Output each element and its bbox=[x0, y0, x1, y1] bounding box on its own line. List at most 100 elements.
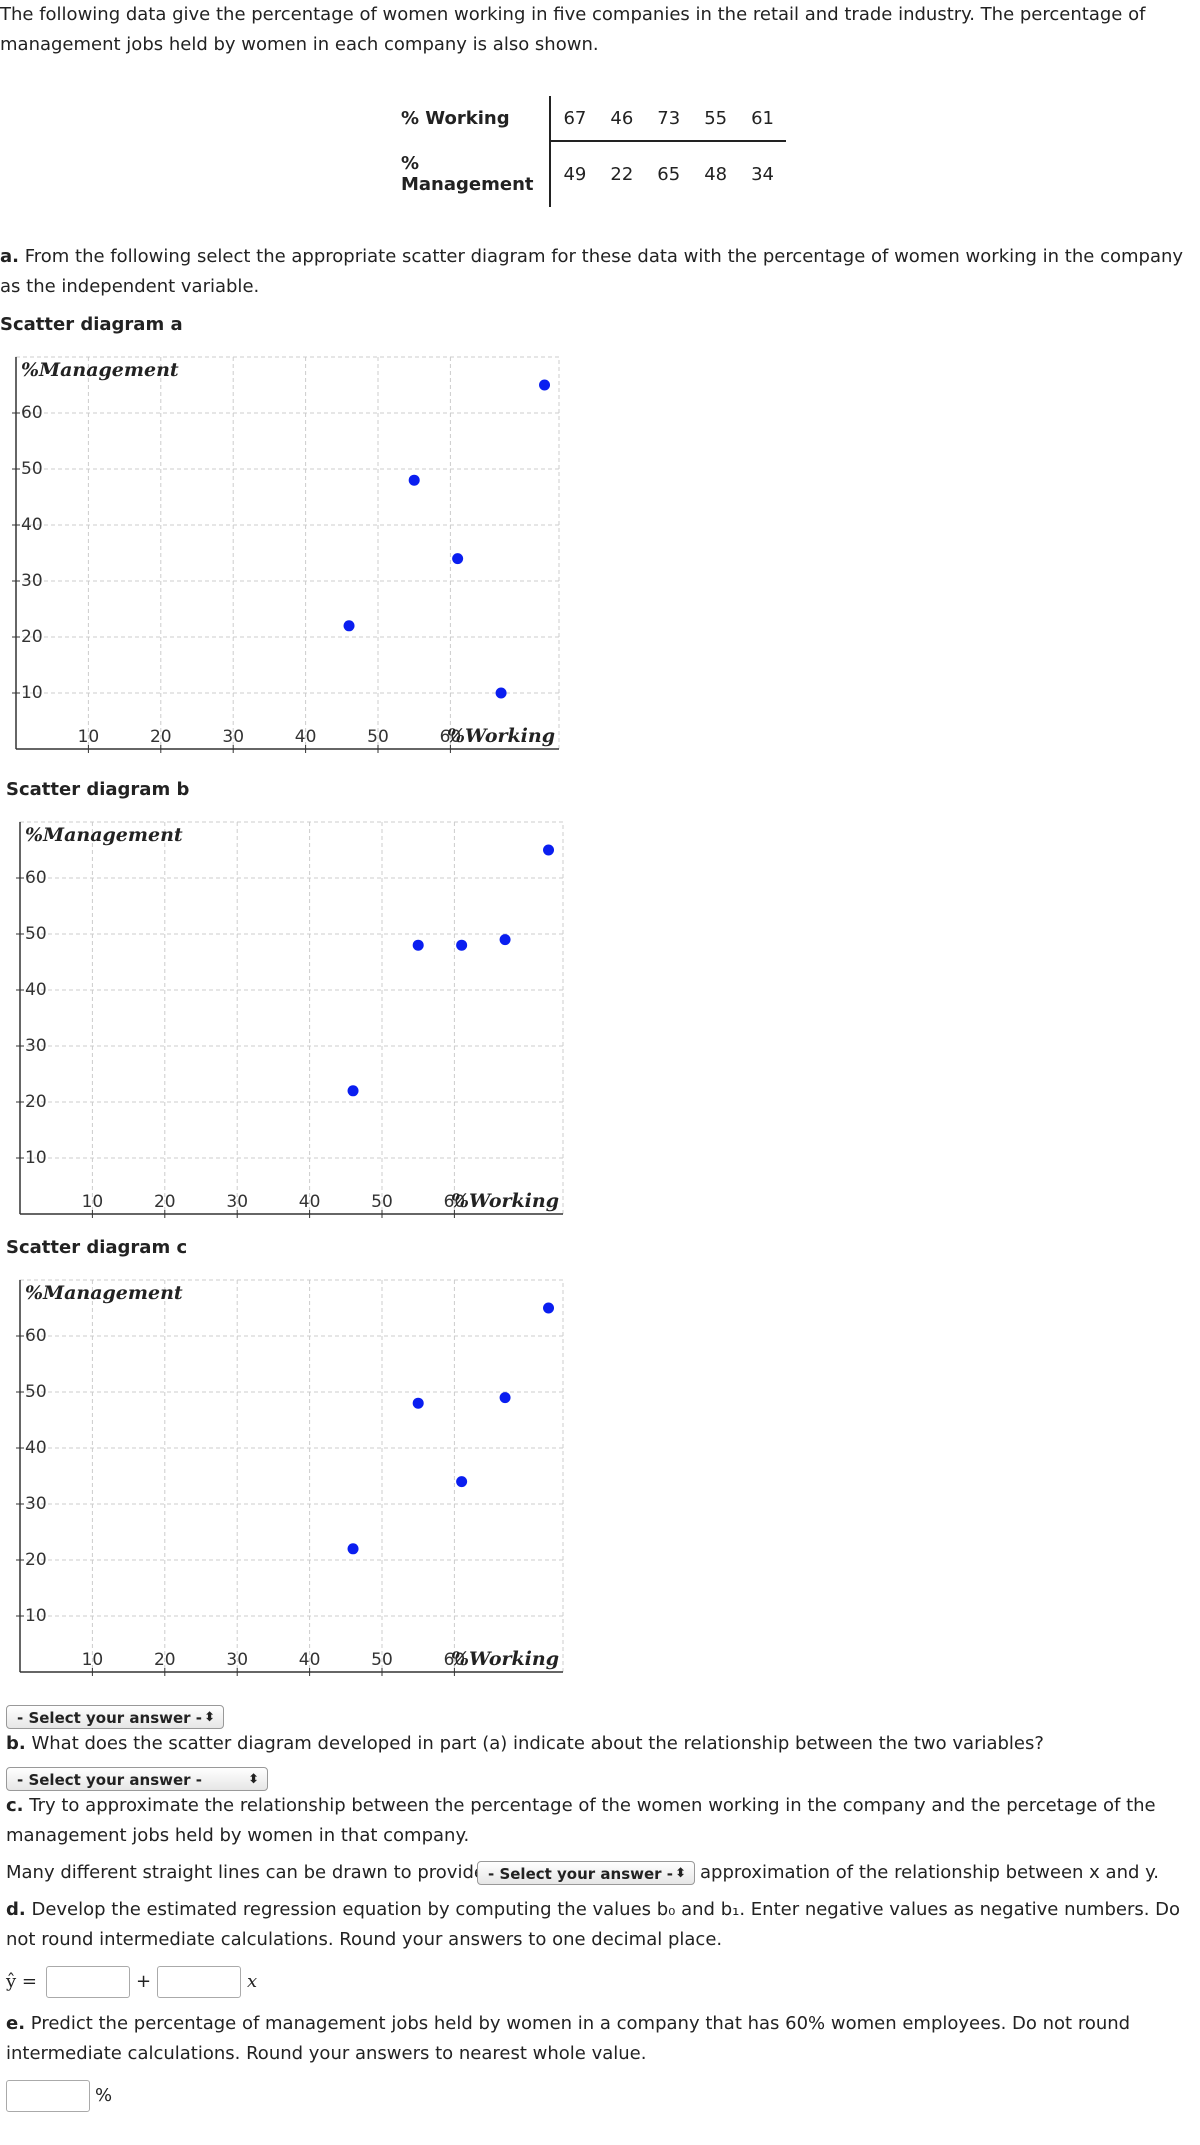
x-axis-label: %Working bbox=[451, 1190, 559, 1212]
y-tick-label: 50 bbox=[25, 924, 47, 944]
x-axis-label: %Working bbox=[447, 725, 555, 747]
x-tick-label: 20 bbox=[150, 727, 172, 747]
cell: 46 bbox=[598, 96, 646, 142]
answer-input[interactable] bbox=[6, 2080, 90, 2112]
point bbox=[543, 844, 555, 856]
y-tick-label: 20 bbox=[25, 1092, 47, 1112]
cell: 61 bbox=[739, 96, 787, 142]
cell: 49 bbox=[563, 164, 587, 185]
data-table: % Working 67 46 73 55 61% Management 49 22 65 48 3… bbox=[395, 96, 787, 207]
text: Try to approximate the relationship betw… bbox=[6, 1795, 1156, 1846]
plot-frame bbox=[15, 356, 560, 750]
point bbox=[456, 939, 468, 951]
part-c: c. Try to approximate the relationship b… bbox=[6, 1791, 1176, 1851]
row-label: % Working bbox=[395, 96, 552, 141]
point bbox=[408, 474, 420, 486]
sentence-before: Many different straight lines can be dra… bbox=[6, 1862, 502, 1883]
point bbox=[347, 1085, 359, 1097]
point bbox=[543, 1302, 555, 1314]
text: Develop the estimated regression equatio… bbox=[6, 1899, 1181, 1950]
part-a: a. From the following select the appropr… bbox=[0, 242, 1190, 302]
y-tick-label: 30 bbox=[25, 1036, 47, 1056]
plus: + bbox=[136, 1971, 152, 1992]
y-tick-label: 10 bbox=[25, 1606, 47, 1626]
y-tick-label: 20 bbox=[21, 627, 43, 647]
x-tick-label: 60 bbox=[440, 727, 462, 747]
y-tick-label: 60 bbox=[25, 1326, 47, 1346]
y-axis-label: %Management bbox=[25, 824, 183, 846]
x-tick-label: 40 bbox=[299, 1650, 321, 1670]
label: c. bbox=[6, 1795, 24, 1816]
y-axis-label: %Management bbox=[21, 359, 179, 381]
point bbox=[456, 1476, 468, 1488]
y-tick-label: 30 bbox=[21, 571, 43, 591]
y-tick-label: 60 bbox=[25, 868, 47, 888]
point bbox=[539, 379, 551, 391]
select[interactable]: - Select your answer - bbox=[6, 1705, 224, 1730]
select[interactable]: - Select your answer - bbox=[6, 1767, 268, 1792]
y-hat: ŷ = bbox=[6, 1971, 37, 1992]
y-tick-label: 40 bbox=[25, 1438, 47, 1458]
point bbox=[412, 939, 424, 951]
y-tick-label: 60 bbox=[21, 403, 43, 423]
cell: 22 bbox=[610, 164, 634, 185]
x-tick-label: 50 bbox=[367, 727, 389, 747]
text: Predict the percentage of management job… bbox=[6, 2013, 1131, 2064]
scatter-chart: 10 20 30 40 50 60 10 20 30 40 50 60 %Management %Work… bbox=[16, 1279, 564, 1676]
x-tick-label: 50 bbox=[371, 1192, 393, 1212]
x-var: x bbox=[247, 1971, 258, 1992]
x-tick-label: 10 bbox=[78, 727, 100, 747]
chart-title: Scatter diagram a bbox=[0, 314, 183, 335]
x-tick-label: 20 bbox=[154, 1192, 176, 1212]
select[interactable]: - Select your answer - bbox=[477, 1861, 695, 1886]
x-tick-label: 40 bbox=[299, 1192, 321, 1212]
part-d: d. Develop the estimated regression equa… bbox=[6, 1895, 1196, 1955]
row-label: % Management bbox=[395, 141, 552, 207]
cell: 48 bbox=[704, 164, 728, 185]
y-axis-label: %Management bbox=[25, 1282, 183, 1304]
y-tick-label: 40 bbox=[25, 980, 47, 1000]
intro: The following data give the percentage o… bbox=[0, 4, 1146, 55]
text: What does the scatter diagram developed … bbox=[31, 1733, 1044, 1754]
table-row: % Working 67 46 73 55 61 bbox=[395, 96, 787, 142]
y-tick-label: 50 bbox=[21, 459, 43, 479]
cell: 55 bbox=[692, 96, 740, 142]
scatter-chart: 10 20 30 40 50 60 10 20 30 40 50 60 %Management %Work… bbox=[12, 356, 560, 753]
point bbox=[452, 553, 464, 565]
plot-frame bbox=[19, 1279, 564, 1673]
y-tick-label: 10 bbox=[21, 683, 43, 703]
table-row: % Management 49 22 65 48 34 bbox=[395, 141, 786, 207]
point bbox=[412, 1397, 424, 1409]
x-tick-label: 10 bbox=[82, 1650, 104, 1670]
plot-frame bbox=[19, 821, 564, 1215]
point bbox=[499, 1392, 511, 1404]
sentence-after: approximation of the relationship betwee… bbox=[700, 1862, 1159, 1883]
part-e: e. Predict the percentage of management … bbox=[6, 2009, 1196, 2069]
x-tick-label: 30 bbox=[226, 1192, 248, 1212]
y-tick-label: 20 bbox=[25, 1550, 47, 1570]
cell: 34 bbox=[751, 164, 775, 185]
chart-title: Scatter diagram c bbox=[6, 1237, 188, 1258]
label: e. bbox=[6, 2013, 26, 2034]
y-tick-label: 50 bbox=[25, 1382, 47, 1402]
text: From the following select the appropriat… bbox=[0, 246, 1184, 297]
y-tick-label: 40 bbox=[21, 515, 43, 535]
x-axis-label: %Working bbox=[451, 1648, 559, 1670]
x-tick-label: 60 bbox=[444, 1650, 466, 1670]
cell: 65 bbox=[657, 164, 681, 185]
point bbox=[495, 687, 507, 699]
label: a. bbox=[0, 246, 19, 267]
chart-title: Scatter diagram b bbox=[6, 779, 190, 800]
cell: 73 bbox=[645, 96, 693, 142]
part-b: b. What does the scatter diagram develop… bbox=[6, 1729, 1196, 1759]
x-tick-label: 10 bbox=[82, 1192, 104, 1212]
y-tick-label: 30 bbox=[25, 1494, 47, 1514]
label: b. bbox=[6, 1733, 26, 1754]
b1-input[interactable] bbox=[157, 1966, 241, 1998]
b0-input[interactable] bbox=[46, 1966, 130, 1998]
label: d. bbox=[6, 1899, 26, 1920]
x-tick-label: 40 bbox=[295, 727, 317, 747]
point bbox=[499, 934, 511, 946]
point bbox=[347, 1543, 359, 1555]
x-tick-label: 30 bbox=[226, 1650, 248, 1670]
